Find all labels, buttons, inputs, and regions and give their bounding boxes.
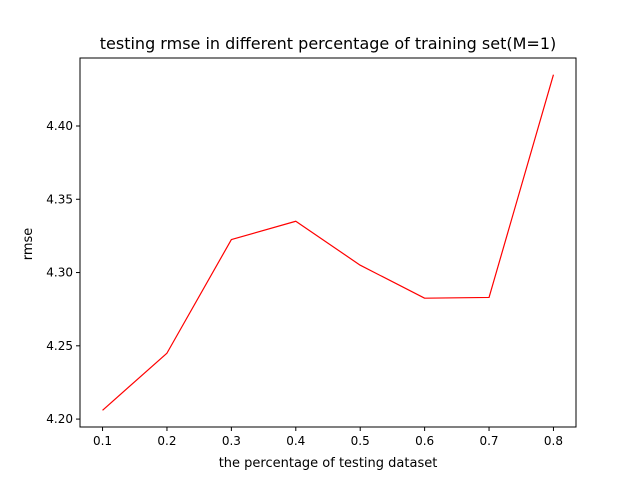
data-point <box>102 410 103 411</box>
data-point <box>166 353 167 354</box>
x-tick-label: 0.1 <box>93 434 112 448</box>
x-tick-label: 0.6 <box>415 434 434 448</box>
y-tick-label: 4.30 <box>46 266 73 280</box>
x-tick-label: 0.2 <box>157 434 176 448</box>
axes-frame <box>79 57 577 428</box>
data-point <box>553 74 554 75</box>
y-axis-label: rmse <box>21 228 36 261</box>
data-point <box>360 265 361 266</box>
y-tick-label: 4.35 <box>46 192 73 206</box>
chart-title: testing rmse in different percentage of … <box>100 34 557 53</box>
y-tick-label: 4.25 <box>46 339 73 353</box>
y-tick-label: 4.40 <box>46 119 73 133</box>
x-tick-label: 0.8 <box>544 434 563 448</box>
data-point <box>231 239 232 240</box>
series-line <box>102 74 555 411</box>
data-point <box>488 297 489 298</box>
plot-area: 0.1 0.2 0.3 0.4 0.5 0.6 0.7 0.8 4.20 4.25 4.30 4.35… <box>46 57 577 448</box>
y-tick-label: 4.20 <box>46 412 73 426</box>
data-point <box>295 221 296 222</box>
x-tick-label: 0.3 <box>222 434 241 448</box>
x-tick-label: 0.7 <box>479 434 498 448</box>
x-axis-label: the percentage of testing dataset <box>219 456 438 471</box>
data-point <box>424 298 425 299</box>
x-tick-label: 0.5 <box>351 434 370 448</box>
x-tick-label: 0.4 <box>286 434 305 448</box>
